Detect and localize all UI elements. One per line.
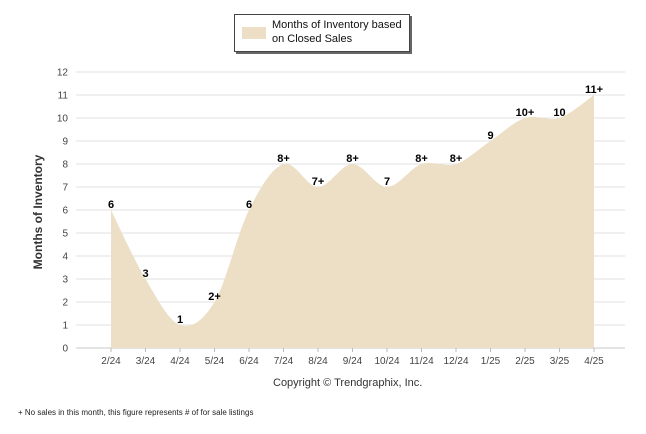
- x-tick-label: 2/24: [101, 356, 121, 367]
- data-label: 8+: [415, 153, 428, 165]
- data-label: 6: [246, 199, 252, 211]
- x-tick-label: 1/25: [481, 356, 501, 367]
- copyright-text: Copyright © Trendgraphix, Inc.: [273, 377, 423, 389]
- y-tick-label: 5: [62, 229, 68, 240]
- y-tick-label: 10: [57, 114, 69, 125]
- x-tick-label: 12/24: [443, 356, 468, 367]
- y-tick-label: 1: [62, 321, 68, 332]
- data-labels: 6 3 1 2+ 6 8+ 7+ 8+ 7 8+ 8+ 9 10+ 10 11+: [108, 84, 603, 326]
- data-label: 10+: [516, 107, 535, 119]
- legend-swatch: [242, 27, 266, 39]
- data-label: 11+: [585, 84, 603, 96]
- data-label: 8+: [450, 153, 463, 165]
- y-tick-label: 6: [62, 206, 68, 217]
- x-tick-label: 10/24: [374, 356, 399, 367]
- y-tick-label: 4: [62, 252, 68, 263]
- footnote: + No sales in this month, this figure re…: [18, 408, 254, 417]
- x-tick-label: 3/24: [136, 356, 156, 367]
- x-tick-label: 11/24: [409, 356, 434, 367]
- y-tick-label: 0: [62, 344, 68, 355]
- x-tick-label: 4/24: [170, 356, 190, 367]
- y-tick-label: 12: [57, 68, 69, 79]
- data-label: 3: [142, 268, 148, 280]
- y-tick-label: 8: [62, 160, 68, 171]
- x-tick-label: 8/24: [308, 356, 328, 367]
- x-tick-label: 7/24: [274, 356, 294, 367]
- y-tick-label: 11: [58, 91, 69, 102]
- data-label: 10: [553, 107, 565, 119]
- x-tick-label: 3/25: [550, 356, 570, 367]
- data-label: 9: [487, 130, 493, 142]
- data-label: 6: [108, 199, 114, 211]
- x-tick-label: 6/24: [239, 356, 259, 367]
- x-tick-label: 9/24: [343, 356, 363, 367]
- legend-label: Months of Inventory based on Closed Sale…: [272, 19, 402, 45]
- y-axis-label: Months of Inventory: [31, 154, 45, 269]
- data-label: 7+: [312, 176, 325, 188]
- y-tick-label: 9: [62, 137, 68, 148]
- data-label: 8+: [346, 153, 359, 165]
- data-label: 8+: [277, 153, 290, 165]
- data-label: 1: [177, 314, 183, 326]
- x-axis-ticks: 2/24 3/24 4/24 5/24 6/24 7/24 8/24 9/24 10/24 11/…: [101, 348, 604, 367]
- area-series: [111, 95, 594, 348]
- x-tick-label: 4/25: [584, 356, 604, 367]
- x-tick-label: 5/24: [205, 356, 225, 367]
- y-tick-label: 3: [62, 275, 68, 286]
- data-label: 7: [384, 176, 390, 188]
- area-fill: [111, 95, 594, 348]
- x-tick-label: 2/25: [515, 356, 535, 367]
- y-tick-label: 2: [62, 298, 68, 309]
- data-label: 2+: [208, 291, 221, 303]
- y-tick-label: 7: [62, 183, 68, 194]
- legend: Months of Inventory based on Closed Sale…: [234, 14, 410, 52]
